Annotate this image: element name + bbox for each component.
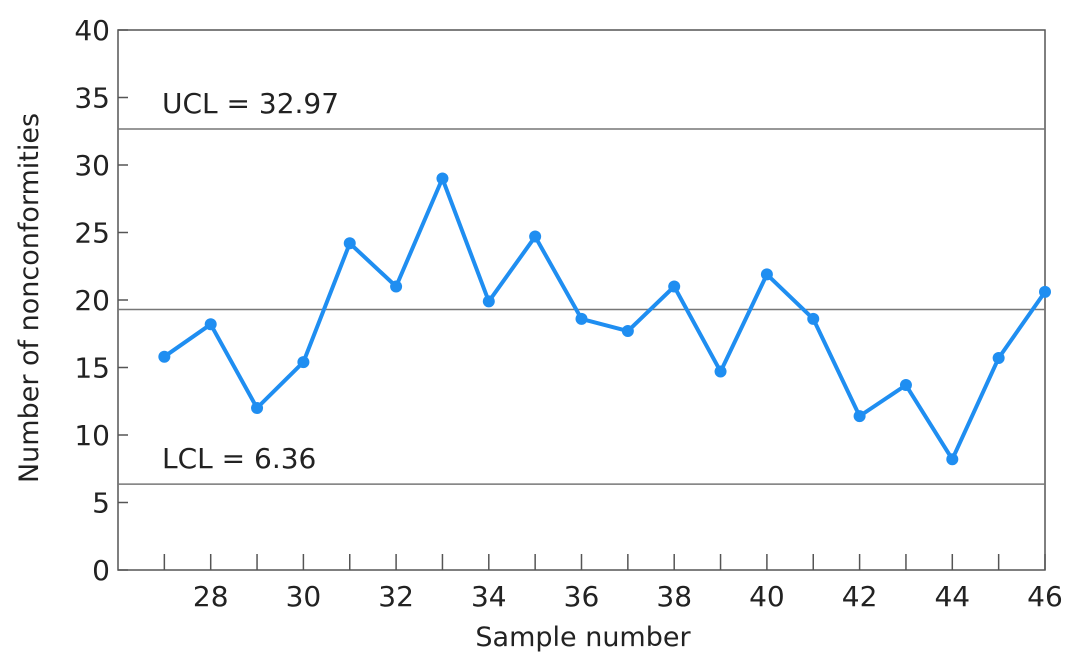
data-point <box>853 410 866 423</box>
x-tick-label: 44 <box>934 580 970 613</box>
x-tick-label: 34 <box>471 580 507 613</box>
data-point <box>714 365 727 378</box>
data-point <box>390 280 403 293</box>
data-point <box>992 352 1005 365</box>
y-tick-label: 35 <box>74 82 110 115</box>
y-tick-label: 40 <box>74 14 110 47</box>
lcl-label: LCL = 6.36 <box>162 442 316 475</box>
y-tick-label: 20 <box>74 284 110 317</box>
data-point <box>529 230 542 243</box>
data-point <box>1039 285 1051 298</box>
data-point <box>297 356 310 369</box>
series-line <box>163 176 1047 462</box>
data-point <box>760 268 773 281</box>
data-point <box>575 312 588 325</box>
x-tick-label: 36 <box>564 580 600 613</box>
x-tick-label: 30 <box>286 580 322 613</box>
data-point <box>807 312 820 325</box>
data-point <box>436 172 449 185</box>
data-point <box>343 237 356 250</box>
ticks-layer <box>118 29 1046 571</box>
x-tick-label: 40 <box>749 580 785 613</box>
x-axis-title: Sample number <box>475 622 691 653</box>
y-tick-label: 5 <box>92 487 110 520</box>
data-point <box>251 402 264 414</box>
data-point <box>482 295 495 308</box>
y-tick-label: 30 <box>74 149 110 182</box>
x-tick-label: 38 <box>656 580 692 613</box>
y-tick-label: 15 <box>74 352 110 385</box>
y-tick-label: 0 <box>92 554 110 587</box>
data-point <box>899 379 912 392</box>
y-axis-title: Number of nonconformities <box>14 113 45 483</box>
data-point <box>621 325 634 338</box>
y-tick-label: 25 <box>74 217 110 250</box>
series-layer <box>158 172 1051 466</box>
ucl-label: UCL = 32.97 <box>162 87 339 120</box>
y-tick-label: 10 <box>74 419 110 452</box>
x-tick-label: 28 <box>193 580 229 613</box>
data-point <box>204 318 217 331</box>
reference-lines-layer <box>118 128 1045 485</box>
labels-layer: UCL = 32.97 LCL = 6.36 0 5 10 15 20 25 30 35 40 28 3… <box>74 14 1062 613</box>
data-point <box>158 350 171 363</box>
x-tick-label: 42 <box>842 580 878 613</box>
x-tick-label: 46 <box>1027 580 1063 613</box>
data-point <box>946 453 959 466</box>
x-tick-label: 32 <box>378 580 414 613</box>
data-point <box>668 280 681 293</box>
